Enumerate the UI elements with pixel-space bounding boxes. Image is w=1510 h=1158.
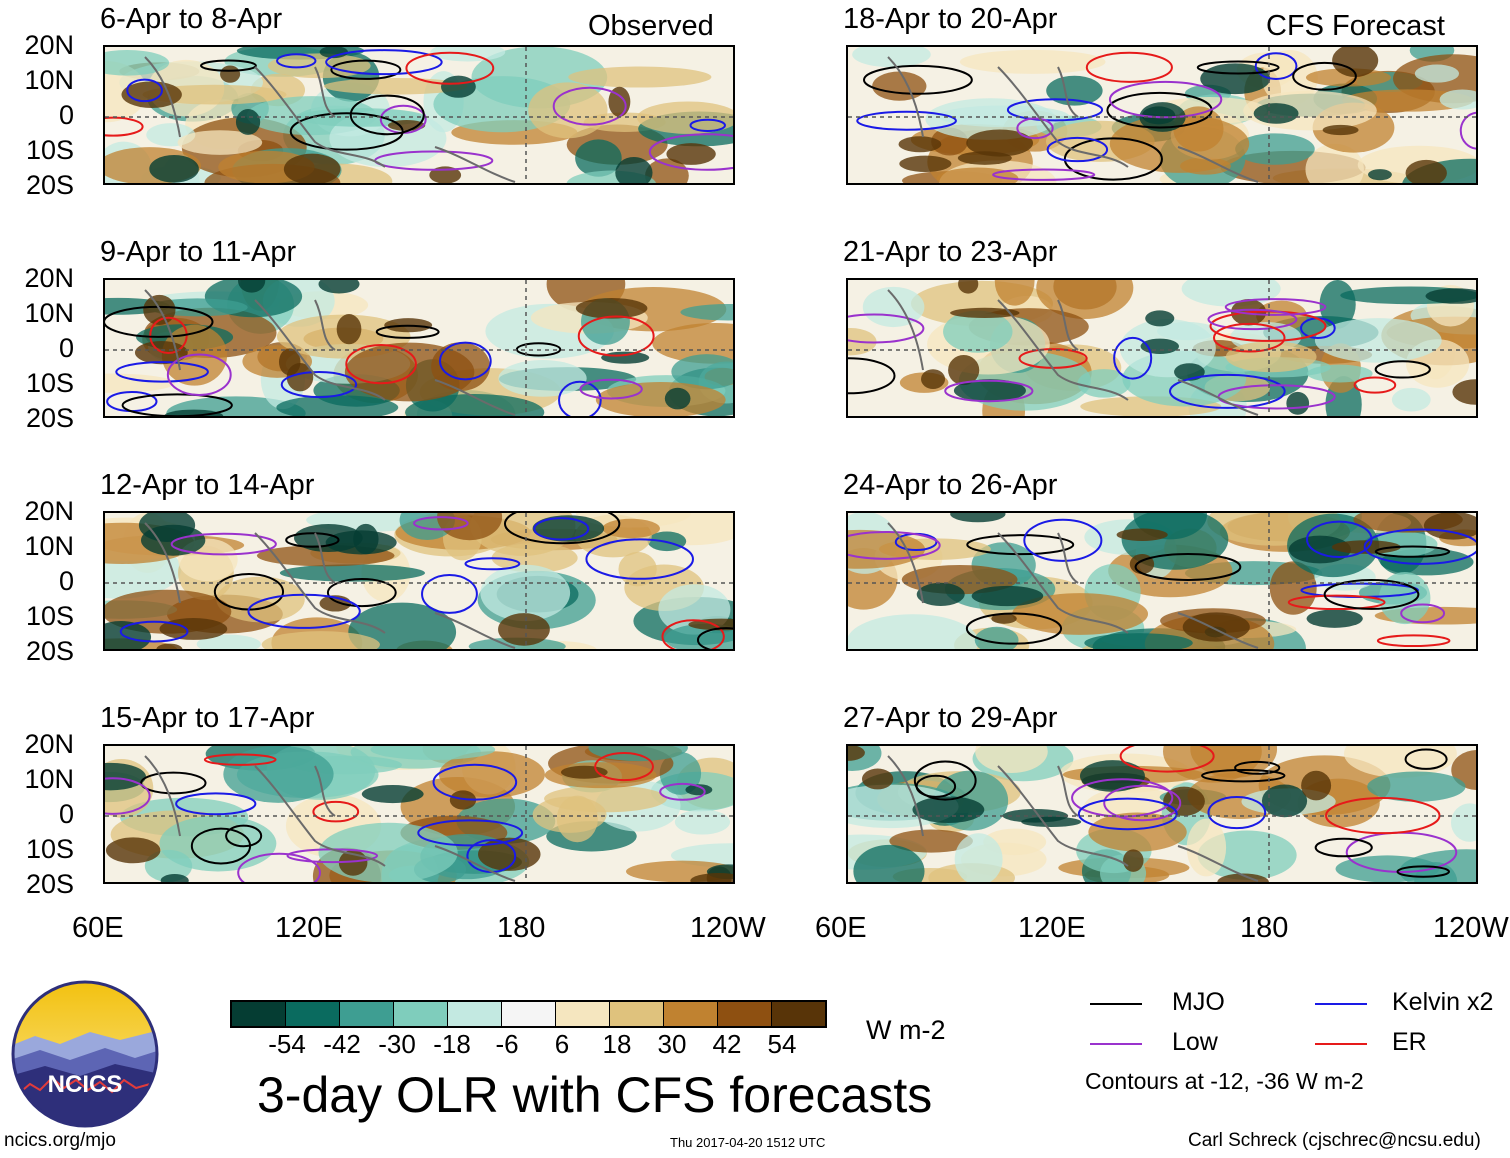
- lat-label: 10S: [25, 601, 74, 631]
- map-panel-obs-2: [103, 278, 735, 418]
- legend-line-mjo: [1090, 1003, 1142, 1005]
- colorbar-tick-label: 30: [657, 1029, 687, 1059]
- lat-label: 0: [58, 799, 74, 829]
- lat-label: 0: [58, 566, 74, 596]
- colorbar-tick-label: -42: [323, 1029, 361, 1059]
- contour-note: Contours at -12, -36 W m-2: [1085, 1068, 1364, 1094]
- legend-label-kelvin: Kelvin x2: [1392, 988, 1494, 1016]
- logo-text: NCICS: [48, 1071, 123, 1098]
- panel-title-fcst-3: 24-Apr to 26-Apr: [843, 469, 1058, 501]
- panel-title-obs-4: 15-Apr to 17-Apr: [100, 702, 315, 734]
- footer-author: Carl Schreck (cjschrec@ncsu.edu): [1188, 1130, 1481, 1151]
- observed-label: Observed: [588, 10, 714, 42]
- lon-label: 60E: [815, 912, 867, 944]
- lat-label: 10N: [24, 298, 74, 328]
- legend-label-er: ER: [1392, 1028, 1427, 1056]
- ncics-logo: NCICS: [10, 980, 160, 1128]
- lon-label: 180: [1240, 912, 1289, 944]
- lat-label: 0: [58, 333, 74, 363]
- lat-label: 10S: [25, 834, 74, 864]
- olr-field: [848, 47, 1476, 183]
- lon-label: 120E: [1018, 912, 1086, 944]
- colorbar-swatch: [232, 1002, 286, 1026]
- olr-field: [105, 746, 733, 882]
- map-panel-obs-1: [103, 45, 735, 185]
- colorbar-tick-label: -30: [378, 1029, 416, 1059]
- olr-field: [105, 280, 733, 416]
- olr-field: [105, 47, 733, 183]
- lat-label: 20S: [25, 869, 74, 899]
- lat-label: 10N: [24, 764, 74, 794]
- lat-label: 20S: [25, 403, 74, 433]
- panel-title-obs-3: 12-Apr to 14-Apr: [100, 469, 315, 501]
- olr-field: [848, 513, 1476, 649]
- map-panel-fcst-2: [846, 278, 1478, 418]
- colorbar-tick-label: 6: [554, 1029, 570, 1059]
- lat-label: 20N: [24, 729, 74, 759]
- olr-field: [848, 746, 1476, 882]
- colorbar-tick-label: 54: [767, 1029, 797, 1059]
- colorbar-swatch: [502, 1002, 556, 1026]
- main-title: 3-day OLR with CFS forecasts: [257, 1067, 933, 1123]
- colorbar-swatch: [772, 1002, 825, 1026]
- panel-title-fcst-4: 27-Apr to 29-Apr: [843, 702, 1058, 734]
- lat-label: 10N: [24, 65, 74, 95]
- lat-label: 20S: [25, 170, 74, 200]
- colorbar-tick-label: 18: [602, 1029, 632, 1059]
- lat-label: 10S: [25, 135, 74, 165]
- colorbar-swatch: [340, 1002, 394, 1026]
- legend-line-low: [1090, 1043, 1142, 1045]
- lon-label: 60E: [72, 912, 124, 944]
- colorbar-tick-label: -6: [495, 1029, 519, 1059]
- colorbar-swatch: [718, 1002, 772, 1026]
- footer-timestamp: Thu 2017-04-20 1512 UTC: [670, 1135, 826, 1150]
- olr-field: [105, 513, 733, 649]
- lat-label: 20S: [25, 636, 74, 666]
- map-panel-fcst-4: [846, 744, 1478, 884]
- lat-label: 0: [58, 100, 74, 130]
- map-panel-obs-4: [103, 744, 735, 884]
- colorbar-tick-label: -54: [268, 1029, 306, 1059]
- lon-label: 120W: [690, 912, 766, 944]
- panel-title-fcst-2: 21-Apr to 23-Apr: [843, 236, 1058, 268]
- lat-label: 20N: [24, 496, 74, 526]
- lat-label: 20N: [24, 263, 74, 293]
- map-panel-obs-3: [103, 511, 735, 651]
- forecast-label: CFS Forecast: [1266, 10, 1445, 42]
- colorbar-tick-label: -18: [433, 1029, 471, 1059]
- legend-label-low: Low: [1172, 1028, 1218, 1056]
- footer-url[interactable]: ncics.org/mjo: [4, 1130, 116, 1151]
- lat-label: 10S: [25, 368, 74, 398]
- colorbar-swatch: [556, 1002, 610, 1026]
- map-panel-fcst-1: [846, 45, 1478, 185]
- lon-label: 180: [497, 912, 546, 944]
- lat-label: 10N: [24, 531, 74, 561]
- map-panel-fcst-3: [846, 511, 1478, 651]
- lon-label: 120E: [275, 912, 343, 944]
- colorbar-swatch: [394, 1002, 448, 1026]
- colorbar-units: W m-2: [866, 1015, 946, 1045]
- colorbar-swatch: [448, 1002, 502, 1026]
- colorbar-swatch: [610, 1002, 664, 1026]
- panel-title-obs-1: 6-Apr to 8-Apr: [100, 3, 283, 35]
- lat-label: 20N: [24, 30, 74, 60]
- olr-field: [848, 280, 1476, 416]
- legend-line-er: [1315, 1043, 1367, 1045]
- panel-title-fcst-1: 18-Apr to 20-Apr: [843, 3, 1058, 35]
- colorbar-swatch: [664, 1002, 718, 1026]
- legend-line-kelvin: [1315, 1003, 1367, 1005]
- panel-title-obs-2: 9-Apr to 11-Apr: [100, 236, 297, 268]
- colorbar-tick-label: 42: [712, 1029, 742, 1059]
- colorbar: [230, 1000, 827, 1028]
- lon-label: 120W: [1433, 912, 1509, 944]
- colorbar-swatch: [286, 1002, 340, 1026]
- legend-label-mjo: MJO: [1172, 988, 1225, 1016]
